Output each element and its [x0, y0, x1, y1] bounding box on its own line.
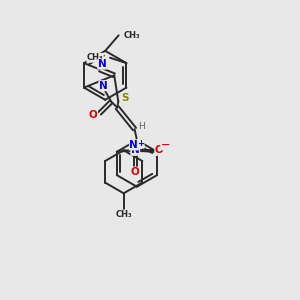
- Text: O: O: [131, 167, 140, 177]
- Text: CH₃: CH₃: [87, 53, 103, 62]
- Text: −: −: [161, 140, 170, 150]
- Text: O: O: [155, 145, 164, 155]
- Text: H: H: [138, 122, 145, 131]
- Text: +: +: [137, 139, 144, 148]
- Text: N: N: [99, 81, 108, 91]
- Text: S: S: [121, 93, 129, 103]
- Text: CH₃: CH₃: [124, 31, 141, 40]
- Text: O: O: [89, 110, 98, 120]
- Text: N: N: [98, 59, 106, 69]
- Text: N: N: [131, 145, 140, 155]
- Text: CH₃: CH₃: [116, 210, 132, 219]
- Text: N: N: [130, 140, 138, 150]
